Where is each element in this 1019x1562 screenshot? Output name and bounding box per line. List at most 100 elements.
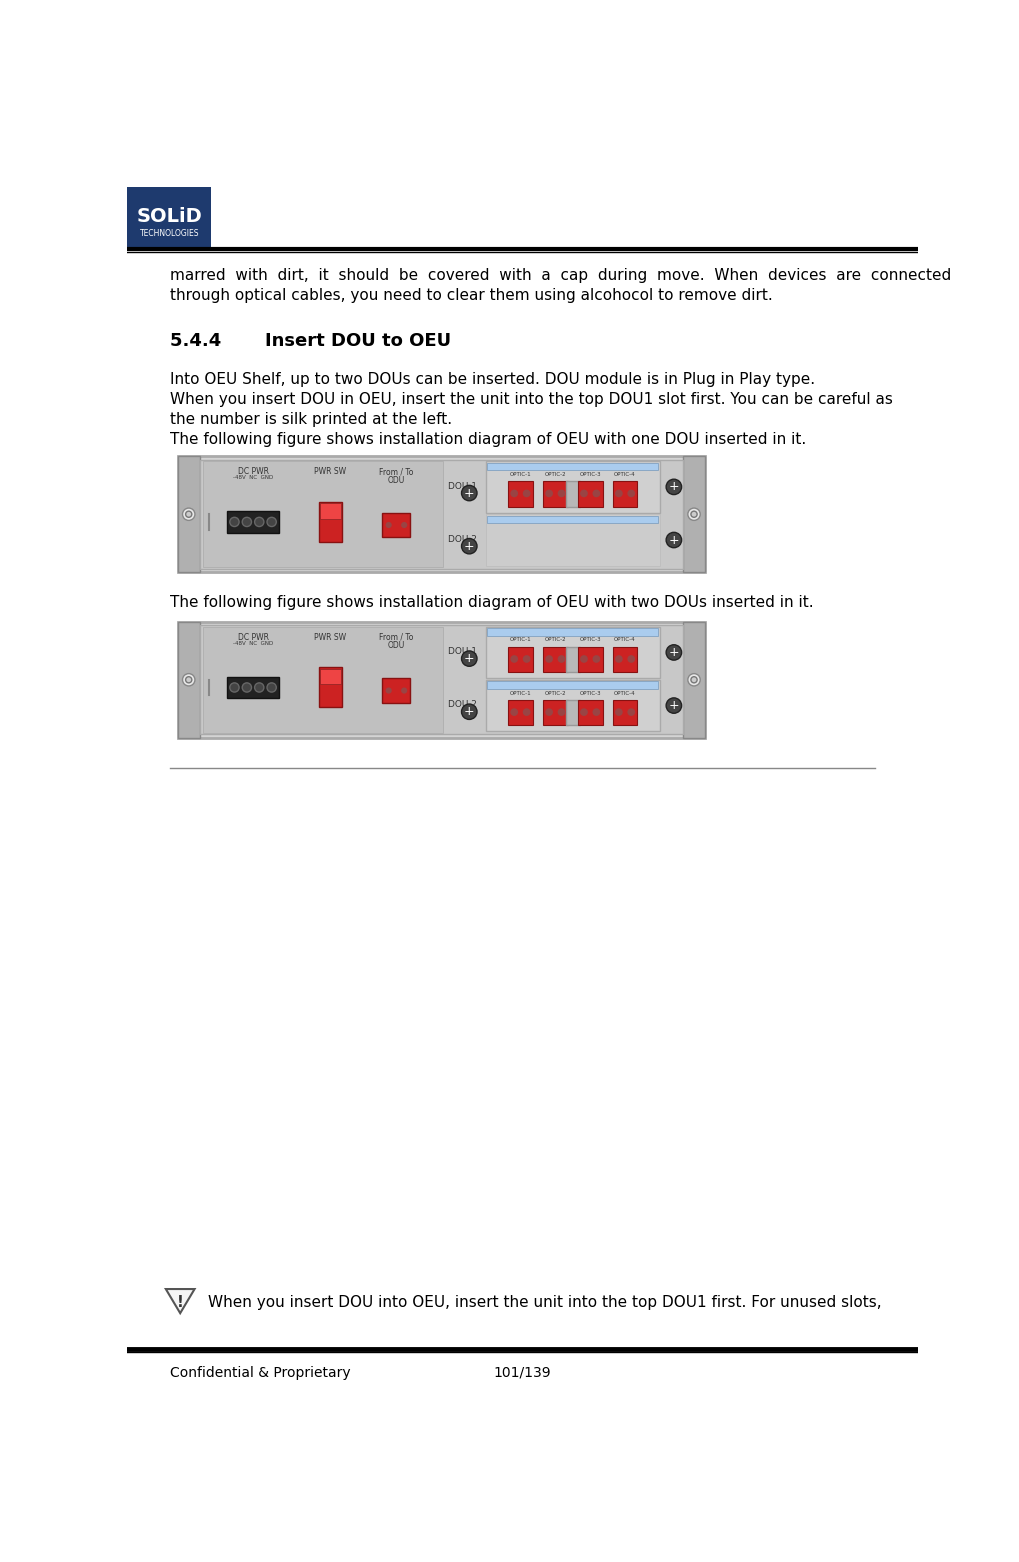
Circle shape (461, 539, 477, 555)
Text: SOLiD: SOLiD (137, 208, 202, 226)
Circle shape (242, 683, 252, 692)
Bar (319, 667, 341, 708)
Circle shape (385, 522, 391, 528)
Circle shape (385, 687, 391, 694)
Text: ODU: ODU (387, 476, 405, 484)
Circle shape (580, 489, 587, 497)
Circle shape (461, 704, 477, 720)
Text: The following figure shows installation diagram of OEU with one DOU inserted in : The following figure shows installation … (170, 433, 806, 447)
Text: OPTIC-3: OPTIC-3 (579, 472, 600, 476)
Text: When you insert DOU in OEU, insert the unit into the top DOU1 slot first. You ca: When you insert DOU in OEU, insert the u… (170, 392, 892, 408)
Circle shape (557, 489, 565, 497)
Bar (566, 647, 579, 672)
Text: +: + (464, 486, 474, 500)
Bar (382, 678, 410, 703)
Text: From / To: From / To (379, 633, 414, 642)
Circle shape (267, 517, 276, 526)
Bar (177, 622, 200, 737)
Bar (683, 456, 704, 572)
Bar (487, 681, 657, 689)
Text: +: + (464, 540, 474, 553)
Bar (577, 481, 602, 506)
Circle shape (255, 517, 264, 526)
Bar (612, 700, 637, 725)
Circle shape (229, 683, 238, 692)
Circle shape (545, 489, 552, 497)
Circle shape (461, 486, 477, 501)
Bar (612, 647, 637, 672)
Circle shape (522, 708, 530, 715)
Text: +: + (667, 700, 679, 712)
Text: OPTIC-2: OPTIC-2 (544, 637, 566, 642)
Bar (566, 700, 579, 725)
Bar (683, 622, 704, 737)
Bar (487, 515, 657, 523)
Circle shape (665, 698, 681, 714)
Bar (485, 514, 659, 565)
Circle shape (627, 654, 635, 662)
Bar (507, 647, 532, 672)
Bar (507, 700, 532, 725)
Text: marred  with  dirt,  it  should  be  covered  with  a  cap  during  move.  When : marred with dirt, it should be covered w… (170, 269, 951, 283)
Circle shape (627, 708, 635, 715)
Bar (382, 512, 410, 537)
Circle shape (229, 517, 238, 526)
Text: +: + (464, 651, 474, 665)
Circle shape (400, 522, 407, 528)
Circle shape (580, 654, 587, 662)
Circle shape (510, 654, 518, 662)
Bar (226, 511, 279, 533)
Bar (542, 700, 568, 725)
Text: OPTIC-3: OPTIC-3 (579, 637, 600, 642)
Circle shape (592, 708, 599, 715)
Circle shape (614, 654, 623, 662)
Circle shape (665, 480, 681, 495)
Bar (542, 481, 568, 506)
Circle shape (557, 654, 565, 662)
Text: +: + (464, 704, 474, 719)
Circle shape (580, 708, 587, 715)
Bar (542, 647, 568, 672)
Text: OPTIC-4: OPTIC-4 (613, 690, 635, 695)
Bar (320, 669, 340, 684)
Polygon shape (166, 1289, 195, 1314)
Circle shape (557, 708, 565, 715)
Text: When you insert DOU into OEU, insert the unit into the top DOU1 first. For unuse: When you insert DOU into OEU, insert the… (208, 1295, 880, 1309)
Text: +: + (667, 481, 679, 494)
Text: DOU 1: DOU 1 (447, 647, 476, 656)
Bar (200, 459, 683, 569)
Circle shape (592, 489, 599, 497)
Text: ODU: ODU (387, 642, 405, 650)
Circle shape (592, 654, 599, 662)
Text: OPTIC-2: OPTIC-2 (544, 472, 566, 476)
Circle shape (690, 511, 696, 517)
Text: 101/139: 101/139 (493, 1365, 551, 1379)
Text: the number is silk printed at the left.: the number is silk printed at the left. (170, 412, 451, 428)
Circle shape (185, 511, 192, 517)
Circle shape (665, 533, 681, 548)
Circle shape (690, 676, 696, 683)
Text: OPTIC-3: OPTIC-3 (579, 690, 600, 695)
Bar (177, 456, 704, 572)
Text: Confidential & Proprietary: Confidential & Proprietary (170, 1365, 351, 1379)
Circle shape (185, 676, 192, 683)
Text: TECHNOLOGIES: TECHNOLOGIES (140, 230, 199, 237)
Text: -48V  NC  GND: -48V NC GND (232, 475, 273, 480)
Circle shape (267, 683, 276, 692)
Circle shape (614, 489, 623, 497)
Circle shape (255, 683, 264, 692)
Text: OPTIC-2: OPTIC-2 (544, 690, 566, 695)
Text: through optical cables, you need to clear them using alcohocol to remove dirt.: through optical cables, you need to clea… (170, 289, 772, 303)
Text: PWR SW: PWR SW (314, 633, 346, 642)
Circle shape (627, 489, 635, 497)
Bar (577, 700, 602, 725)
Circle shape (522, 489, 530, 497)
Bar (566, 481, 579, 506)
Circle shape (687, 673, 699, 686)
Circle shape (510, 708, 518, 715)
Text: DOU 2: DOU 2 (447, 700, 476, 709)
Bar (319, 501, 341, 542)
Text: PWR SW: PWR SW (314, 467, 346, 476)
Circle shape (182, 508, 195, 520)
Text: !: ! (176, 1295, 183, 1309)
